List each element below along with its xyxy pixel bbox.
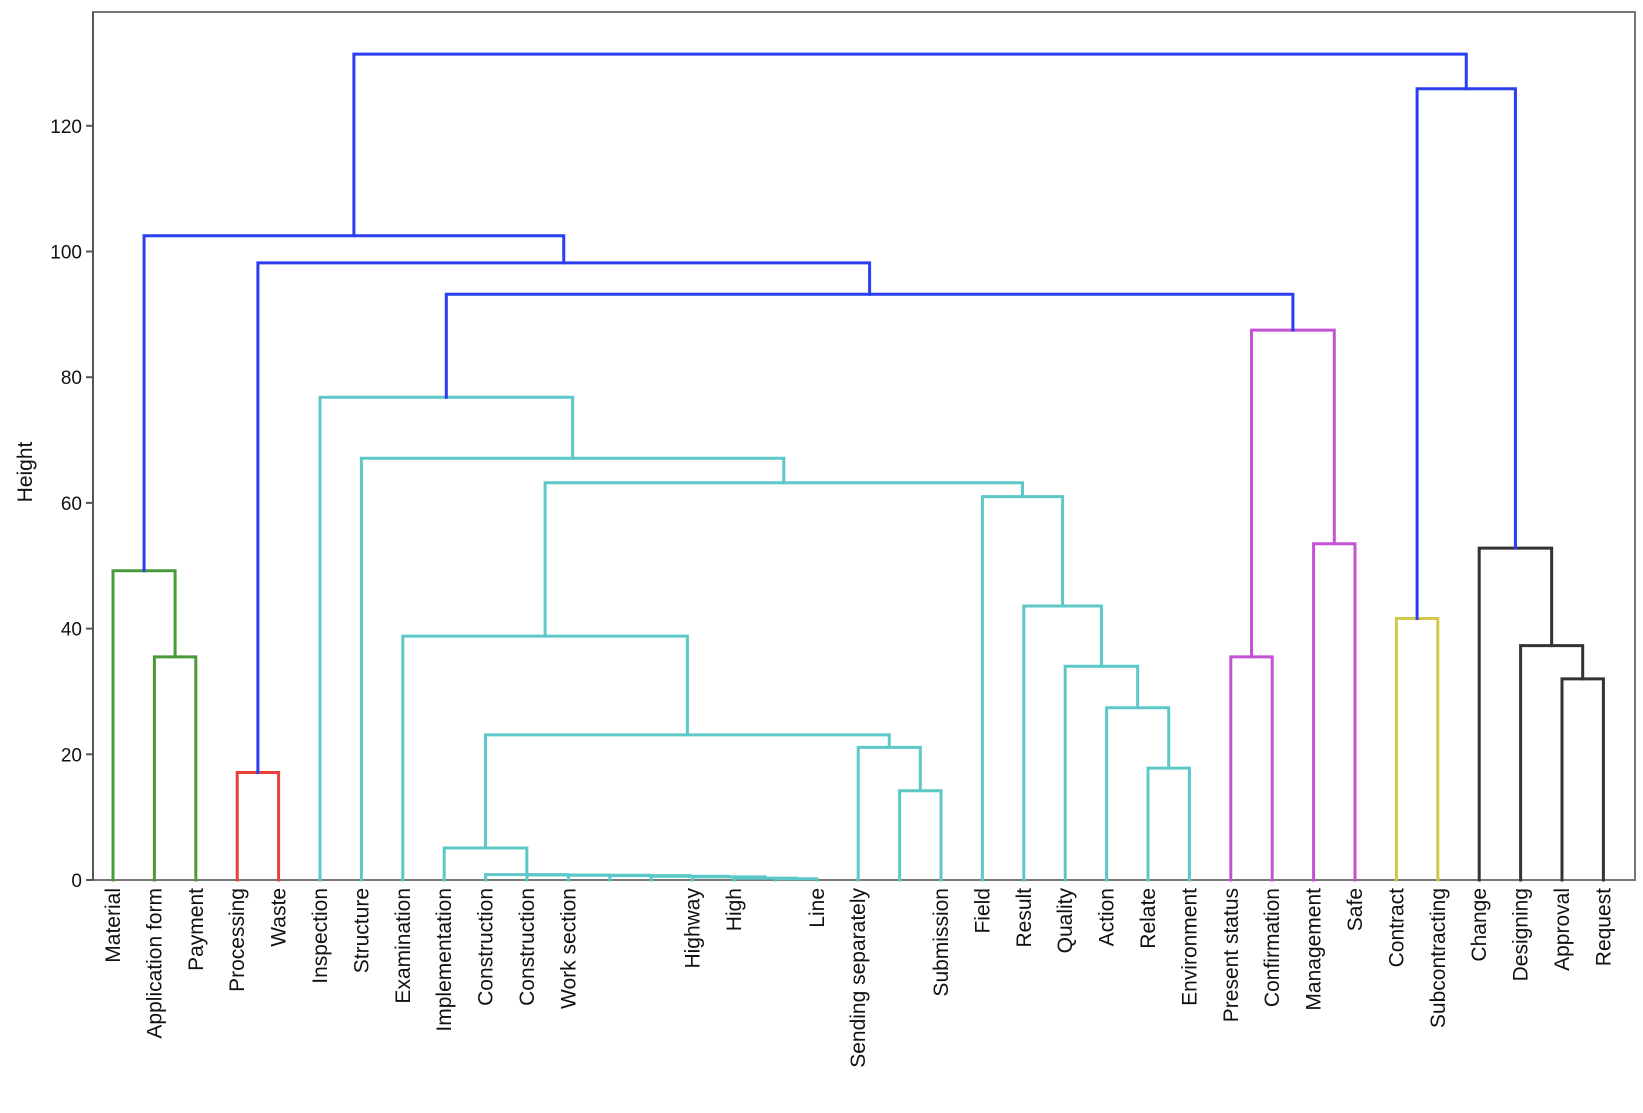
leaf-label: Waste <box>268 888 291 947</box>
y-tick-label: 120 <box>50 117 82 138</box>
leaf-label: Action <box>1096 888 1119 946</box>
leaf-label: Structure <box>350 888 373 973</box>
dendrogram-link-b2 <box>256 261 872 775</box>
leaf-label: Safe <box>1344 888 1367 931</box>
y-axis: 0 20 40 60 80 100 120 <box>50 12 94 892</box>
plot-frame <box>92 11 1636 881</box>
dendrogram-link-b4 <box>1415 87 1517 621</box>
dendrogram-link-m1 <box>1229 655 1274 882</box>
dendrogram-link-c16 <box>1063 664 1140 882</box>
dendrogram-link-r1 <box>235 771 281 882</box>
y-tick-label: 20 <box>61 745 82 766</box>
dendrogram-link-m2 <box>1312 542 1357 882</box>
dendrogram-link-c21 <box>318 395 575 882</box>
leaf-label: Payment <box>185 888 208 971</box>
y-tick-label: 40 <box>61 620 82 641</box>
leaf-label: Management <box>1303 888 1326 1011</box>
dendrogram-link-b3 <box>142 234 566 573</box>
leaf-label: Contract <box>1385 888 1408 968</box>
y-tick-label: 0 <box>71 871 82 892</box>
y-tick-label: 100 <box>50 243 82 264</box>
leaf-label: Line <box>806 888 829 928</box>
leaf-labels: Material Application form Payment Processin… <box>102 888 1615 1068</box>
leaf-label: Processing <box>226 888 249 992</box>
leaf-label: Material <box>102 888 125 963</box>
leaf-label: Environment <box>1178 888 1201 1006</box>
dendrogram-link-k2 <box>1519 644 1585 882</box>
leaf-label: Application form <box>143 888 166 1039</box>
leaf-label: Inspection <box>309 888 332 984</box>
leaf-label: Highway <box>682 888 705 969</box>
leaf-label: High <box>723 888 746 931</box>
leaf-label: Approval <box>1551 888 1574 971</box>
leaf-label: Result <box>1013 888 1036 948</box>
dendrogram-link-g2 <box>111 569 177 882</box>
dendrogram-link-c20 <box>359 456 786 882</box>
leaf-label: Quality <box>1054 888 1077 954</box>
dendrogram-link-b1 <box>444 292 1295 399</box>
dendrogram-link-c17 <box>1022 604 1103 882</box>
leaf-label: Examination <box>392 888 415 1004</box>
dendrogram-link-c12 <box>484 733 891 850</box>
y-axis-title: Height <box>14 441 37 502</box>
y-tick-label: 80 <box>61 368 82 389</box>
leaf-label: Request <box>1592 888 1615 966</box>
dendrogram-link-m3 <box>1250 328 1336 659</box>
dendrogram-link-c10 <box>898 789 943 882</box>
leaf-label: Field <box>971 888 994 934</box>
leaf-label: Construction <box>475 888 498 1006</box>
dendrogram-link-k1 <box>1560 677 1605 882</box>
dendrogram-link-c19 <box>543 481 1025 638</box>
dendrogram-link-y1 <box>1394 617 1440 882</box>
dendrogram-link-b5 <box>352 52 1468 238</box>
leaf-label: Implementation <box>433 888 456 1032</box>
leaf-label: Designing <box>1510 888 1533 981</box>
leaf-label: Sending separately <box>847 888 870 1068</box>
leaf-label: Confirmation <box>1261 888 1284 1007</box>
dendrogram-link-k3 <box>1477 546 1554 882</box>
dendrogram-link-g1 <box>152 655 198 882</box>
leaf-label: Submission <box>930 888 953 997</box>
leaf-label: Subcontracting <box>1427 888 1450 1028</box>
leaf-label: Relate <box>1137 888 1160 949</box>
dendrogram-links <box>111 52 1605 882</box>
leaf-label: Present status <box>1220 888 1243 1022</box>
dendrogram-link-c14 <box>1146 766 1191 882</box>
y-tick-label: 60 <box>61 494 82 515</box>
dendrogram-link-c13 <box>401 634 689 882</box>
leaf-label: Construction <box>516 888 539 1006</box>
dendrogram-link-c15 <box>1105 706 1171 882</box>
dendrogram-link-c11 <box>856 745 922 882</box>
leaf-label: Change <box>1468 888 1491 962</box>
leaf-label: Work section <box>557 888 580 1009</box>
